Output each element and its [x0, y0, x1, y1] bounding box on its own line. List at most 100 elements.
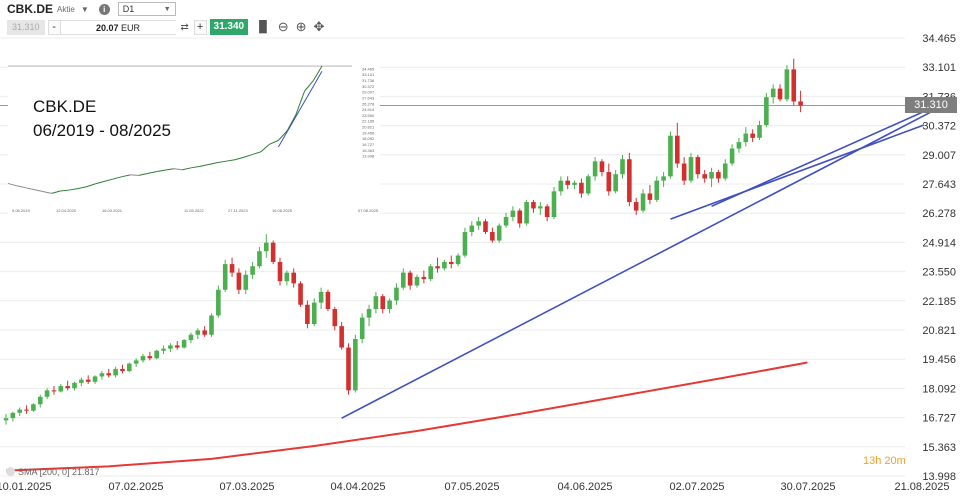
candle[interactable]: [209, 313, 214, 337]
candle[interactable]: [428, 264, 433, 282]
decrease-amount-button[interactable]: -: [47, 19, 61, 35]
candle[interactable]: [407, 270, 413, 290]
candle[interactable]: [524, 199, 529, 226]
candle[interactable]: [633, 197, 639, 215]
candle[interactable]: [44, 388, 50, 399]
ask-price-button[interactable]: 31.340: [209, 19, 249, 35]
candle[interactable]: [551, 187, 557, 220]
candle[interactable]: [798, 90, 803, 113]
bid-price-button[interactable]: 31.310: [7, 19, 45, 35]
candle[interactable]: [448, 255, 454, 269]
candle[interactable]: [3, 413, 9, 425]
trendline[interactable]: [341, 100, 952, 419]
candle[interactable]: [188, 332, 194, 344]
candle[interactable]: [257, 246, 262, 269]
candle[interactable]: [10, 411, 16, 422]
candle[interactable]: [709, 167, 714, 188]
candle[interactable]: [216, 285, 221, 318]
candle[interactable]: [668, 131, 673, 179]
candle[interactable]: [770, 84, 776, 104]
trendline[interactable]: [670, 124, 925, 220]
candle[interactable]: [510, 206, 516, 222]
candle[interactable]: [250, 261, 255, 280]
candle[interactable]: [620, 154, 625, 179]
candle[interactable]: [462, 227, 468, 258]
candle[interactable]: [435, 257, 440, 273]
candle[interactable]: [476, 217, 481, 230]
candle[interactable]: [92, 375, 98, 384]
candle[interactable]: [722, 159, 728, 181]
eye-icon[interactable]: [6, 467, 15, 476]
candle[interactable]: [442, 259, 447, 271]
candle[interactable]: [743, 127, 749, 147]
candle[interactable]: [496, 223, 502, 243]
candle[interactable]: [599, 159, 605, 177]
candle[interactable]: [421, 270, 427, 284]
candle[interactable]: [346, 343, 351, 395]
trendline[interactable]: [711, 98, 952, 208]
zoom-out-icon[interactable]: ⊖: [277, 19, 289, 34]
candle[interactable]: [339, 321, 344, 350]
candle[interactable]: [298, 281, 303, 307]
candle[interactable]: [606, 163, 612, 196]
candle[interactable]: [490, 227, 495, 243]
candle[interactable]: [401, 268, 406, 290]
candle[interactable]: [181, 338, 187, 349]
candle[interactable]: [195, 328, 201, 339]
candle[interactable]: [277, 257, 283, 286]
candle[interactable]: [140, 353, 146, 363]
candle[interactable]: [757, 120, 762, 140]
candle[interactable]: [544, 204, 550, 222]
candle[interactable]: [373, 291, 379, 314]
candle[interactable]: [538, 202, 543, 215]
candle[interactable]: [305, 300, 310, 329]
candle[interactable]: [716, 169, 721, 183]
candle[interactable]: [558, 176, 564, 196]
candle[interactable]: [647, 184, 653, 205]
candle[interactable]: [517, 208, 523, 228]
candle[interactable]: [565, 176, 570, 190]
candle[interactable]: [702, 169, 707, 183]
candle[interactable]: [37, 394, 43, 408]
price-axis[interactable]: 34.46533.10131.73630.37229.00727.64326.2…: [922, 33, 956, 483]
candle[interactable]: [229, 257, 235, 277]
candle[interactable]: [85, 375, 91, 384]
candle[interactable]: [318, 287, 324, 310]
candle[interactable]: [72, 381, 77, 391]
candle[interactable]: [311, 298, 317, 327]
candle[interactable]: [579, 178, 584, 198]
candle[interactable]: [750, 129, 755, 143]
candle[interactable]: [627, 152, 632, 207]
candle[interactable]: [387, 298, 392, 314]
candle[interactable]: [688, 152, 694, 183]
candle[interactable]: [681, 157, 687, 185]
zoom-in-icon[interactable]: ⊕: [295, 19, 307, 34]
candle[interactable]: [394, 283, 399, 305]
candle[interactable]: [243, 270, 249, 295]
amount-input[interactable]: 20.07 EUR: [60, 19, 176, 35]
time-axis[interactable]: 10.01.2025 07.02.2025 07.03.2025 04.04.2025…: [0, 481, 950, 493]
candle[interactable]: [455, 253, 461, 267]
candle[interactable]: [640, 189, 646, 213]
timeframe-select[interactable]: D1 ▼: [117, 2, 176, 16]
chevron-down-icon[interactable]: ▼: [80, 4, 89, 14]
candle[interactable]: [168, 343, 173, 352]
candle[interactable]: [58, 383, 64, 393]
candle[interactable]: [353, 334, 358, 393]
candle[interactable]: [764, 92, 769, 128]
candle[interactable]: [613, 169, 618, 194]
candle[interactable]: [585, 174, 591, 196]
candle[interactable]: [174, 341, 180, 350]
candle[interactable]: [113, 366, 118, 378]
candle[interactable]: [777, 84, 783, 102]
candle[interactable]: [17, 407, 22, 417]
candle[interactable]: [133, 358, 139, 367]
candle[interactable]: [695, 154, 701, 179]
candle[interactable]: [202, 326, 207, 337]
candle[interactable]: [572, 180, 577, 190]
candle[interactable]: [661, 172, 666, 188]
candle[interactable]: [380, 294, 386, 314]
candle[interactable]: [784, 65, 790, 102]
candle[interactable]: [99, 371, 105, 380]
